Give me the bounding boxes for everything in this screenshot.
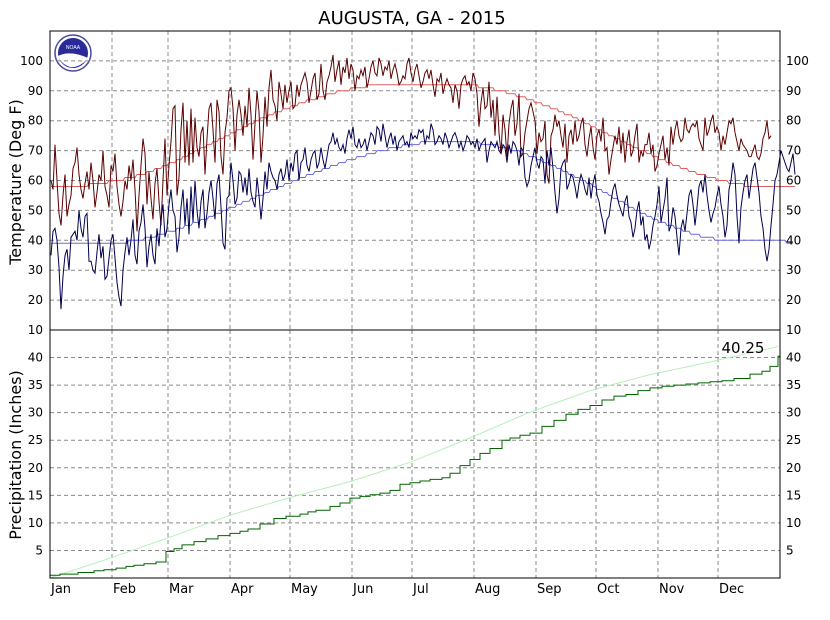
month-label: Aug xyxy=(475,582,500,597)
precipitation-frame xyxy=(49,329,781,579)
precipitation-y-ticks-right: 5 10 15 20 25 30 35 40 xyxy=(786,351,801,558)
temperature-normal-min-line xyxy=(51,141,793,244)
month-label: Apr xyxy=(231,582,254,597)
precipitation-y-ticks-left: 5 10 15 20 25 30 35 40 xyxy=(28,351,43,558)
y-tick-label: 5 xyxy=(35,543,43,557)
y-tick-label: 30 xyxy=(28,406,43,420)
temperature-normal-max-line xyxy=(51,84,795,187)
precipitation-normal-cumulative-line xyxy=(49,346,779,579)
y-tick-label: 25 xyxy=(786,433,801,447)
y-tick-label: 50 xyxy=(28,203,43,217)
y-tick-label: 30 xyxy=(786,406,801,420)
y-tick-label: 80 xyxy=(28,114,43,128)
y-tick-label: 70 xyxy=(786,144,801,158)
y-tick-label: 50 xyxy=(786,203,801,217)
month-label: Nov xyxy=(659,582,685,597)
month-label: Dec xyxy=(719,582,744,597)
temperature-grid xyxy=(50,31,780,330)
y-tick-label: 15 xyxy=(786,488,801,502)
temperature-y-ticks-left: 10 20 30 40 50 60 70 80 90 100 xyxy=(20,54,43,337)
y-tick-label: 100 xyxy=(20,54,43,68)
month-label: Jun xyxy=(352,582,373,597)
month-labels: Jan Feb Mar Apr May Jun Jul Aug Sep Oct Nov Dec xyxy=(50,582,744,597)
precipitation-panel: 5 10 15 20 25 30 35 40 5 10 15 20 25 30 35 40 Precipit… xyxy=(6,330,801,579)
precipitation-observed-cumulative-line xyxy=(50,355,780,576)
month-label: Mar xyxy=(169,582,194,597)
y-tick-label: 20 xyxy=(28,461,43,475)
y-tick-label: 10 xyxy=(786,516,801,530)
y-tick-label: 40 xyxy=(786,351,801,365)
y-tick-label: 35 xyxy=(28,378,43,392)
svg-text:NOAA: NOAA xyxy=(66,45,81,51)
month-label: Jul xyxy=(412,582,429,597)
y-tick-label: 10 xyxy=(28,516,43,530)
precipitation-lines xyxy=(49,346,780,579)
y-tick-label: 100 xyxy=(786,54,809,68)
noaa-logo: NOAA xyxy=(54,34,92,72)
temperature-y-ticks-right: 10 20 30 40 50 60 70 80 90 100 xyxy=(786,54,809,337)
precipitation-total-label: 40.25 xyxy=(722,339,765,357)
y-tick-label: 60 xyxy=(28,174,43,188)
month-label: May xyxy=(291,582,318,597)
month-label: Sep xyxy=(537,582,562,597)
y-tick-label: 30 xyxy=(786,263,801,277)
y-tick-label: 15 xyxy=(28,488,43,502)
y-tick-label: 20 xyxy=(786,461,801,475)
y-tick-label: 20 xyxy=(786,293,801,307)
temperature-observed-max-line xyxy=(50,54,772,232)
y-tick-label: 90 xyxy=(786,84,801,98)
y-tick-label: 10 xyxy=(786,323,801,337)
precipitation-axis-label: Precipitation (Inches) xyxy=(6,370,25,540)
temperature-observed-min-line xyxy=(50,123,796,310)
y-tick-label: 20 xyxy=(28,293,43,307)
y-tick-label: 40 xyxy=(28,233,43,247)
y-tick-label: 90 xyxy=(28,84,43,98)
temperature-lines xyxy=(50,54,796,310)
y-tick-label: 40 xyxy=(786,233,801,247)
month-label: Jan xyxy=(50,582,71,597)
y-tick-label: 30 xyxy=(28,263,43,277)
y-tick-label: 80 xyxy=(786,114,801,128)
chart-title: AUGUSTA, GA - 2015 xyxy=(318,8,505,29)
y-tick-label: 10 xyxy=(28,323,43,337)
month-label: Feb xyxy=(113,582,136,597)
temperature-axis-label: Temperature (Deg F) xyxy=(6,99,25,266)
y-tick-label: 35 xyxy=(786,378,801,392)
y-tick-label: 70 xyxy=(28,144,43,158)
month-label: Oct xyxy=(597,582,619,597)
y-tick-label: 60 xyxy=(786,174,801,188)
precipitation-grid xyxy=(50,330,780,578)
temperature-panel: 10 20 30 40 50 60 70 80 90 100 10 20 30 40 50 60 70 80 90… xyxy=(6,31,809,337)
y-tick-label: 40 xyxy=(28,351,43,365)
y-tick-label: 25 xyxy=(28,433,43,447)
y-tick-label: 5 xyxy=(786,543,794,557)
